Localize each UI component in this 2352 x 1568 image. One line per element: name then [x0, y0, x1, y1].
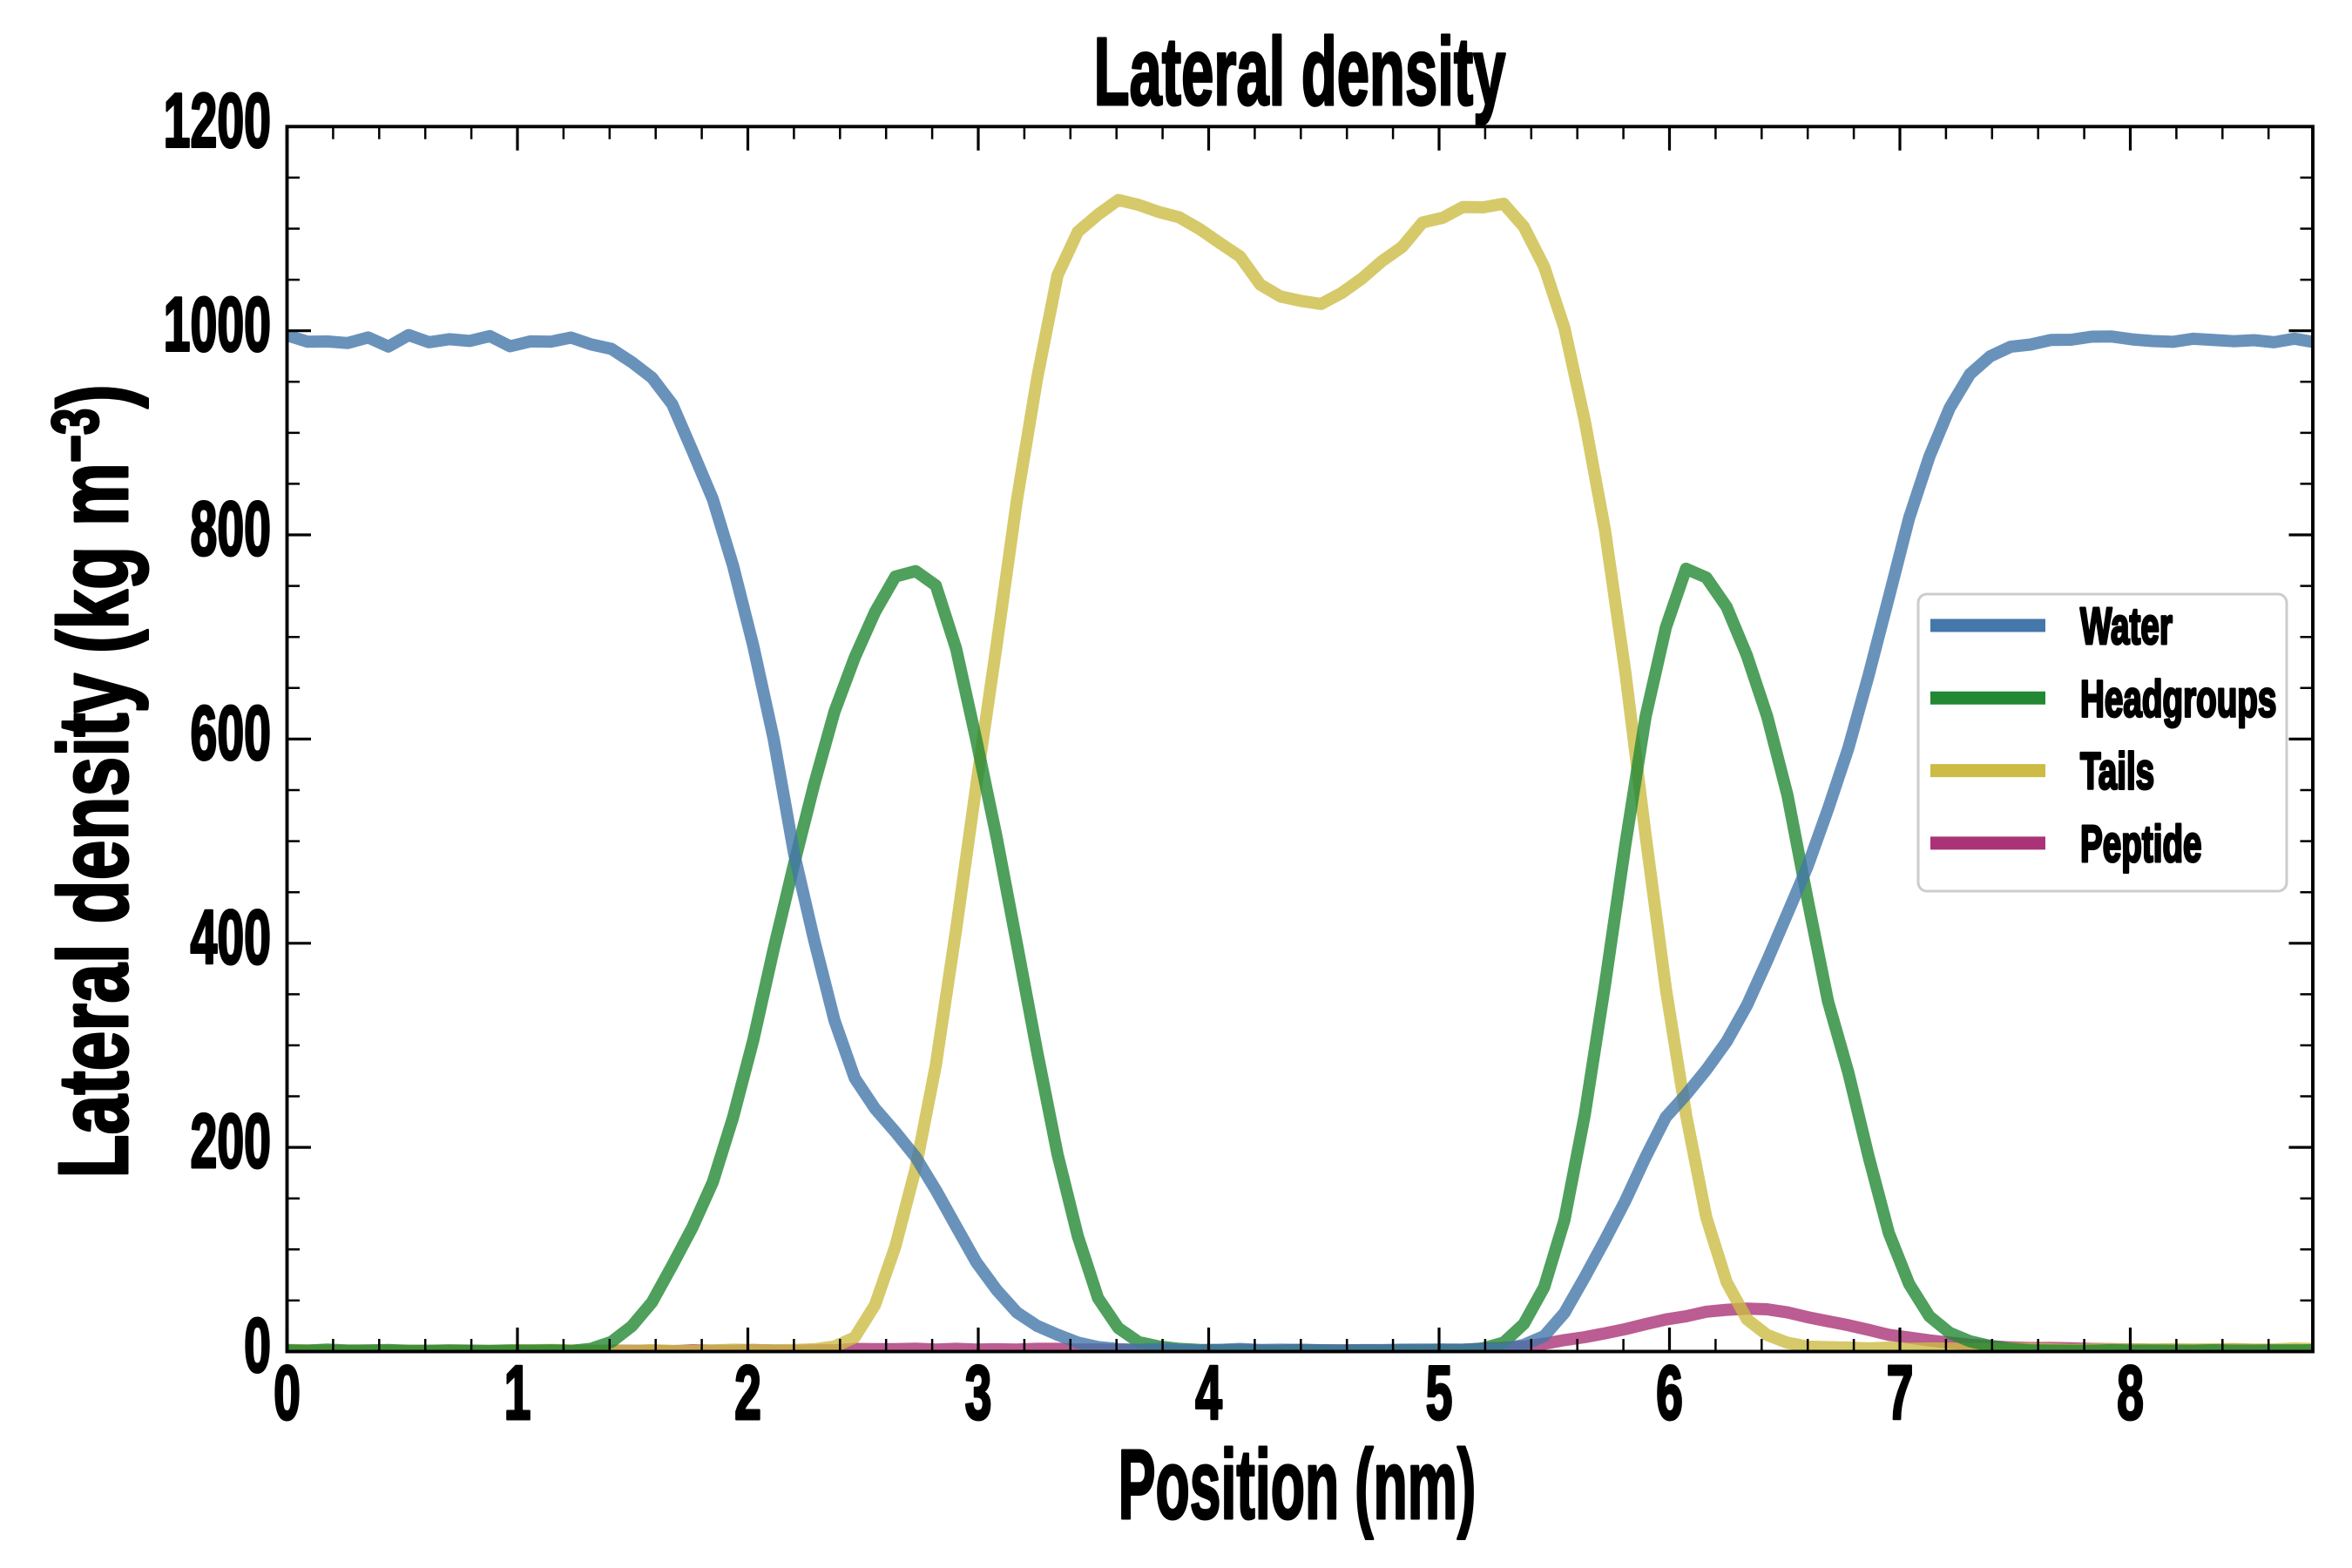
svg-text:800: 800	[191, 485, 271, 571]
svg-text:400: 400	[191, 894, 271, 980]
svg-text:5: 5	[1426, 1349, 1453, 1436]
svg-text:0: 0	[274, 1349, 301, 1436]
svg-text:): )	[38, 384, 148, 408]
svg-text:8: 8	[2117, 1349, 2144, 1436]
svg-text:Headgroups: Headgroups	[2080, 670, 2276, 727]
svg-text:1: 1	[504, 1349, 531, 1436]
svg-text:1000: 1000	[164, 281, 271, 368]
svg-text:600: 600	[191, 689, 271, 775]
svg-text:7: 7	[1887, 1349, 1914, 1436]
svg-text:4: 4	[1195, 1349, 1222, 1436]
svg-text:2: 2	[734, 1349, 761, 1436]
svg-text:Peptide: Peptide	[2080, 815, 2202, 873]
svg-text:200: 200	[191, 1098, 271, 1184]
svg-text:Tails: Tails	[2080, 742, 2154, 800]
svg-text:1200: 1200	[164, 77, 271, 163]
svg-text:0: 0	[244, 1301, 271, 1388]
svg-text:−3: −3	[39, 409, 112, 463]
svg-text:Lateral density (kg m: Lateral density (kg m	[38, 463, 148, 1179]
svg-text:Lateral density: Lateral density	[1094, 19, 1506, 125]
svg-text:Position (nm): Position (nm)	[1119, 1430, 1477, 1539]
svg-text:6: 6	[1656, 1349, 1683, 1436]
svg-text:3: 3	[965, 1349, 992, 1436]
svg-text:Water: Water	[2080, 598, 2173, 655]
